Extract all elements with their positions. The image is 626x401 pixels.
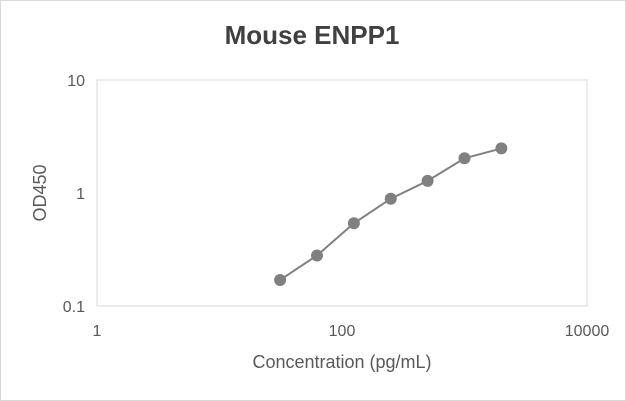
data-point [347,217,360,230]
data-point [274,273,287,286]
y-tick-label: 1 [76,186,85,203]
series-line [279,147,502,281]
x-axis-ticks: 1 100 10000 [93,323,610,340]
x-tick-label: 1 [93,323,102,340]
chart-title: Mouse ENPP1 [225,20,400,50]
data-point [458,152,471,165]
plot-area [96,79,588,307]
x-tick-label: 10000 [565,323,610,340]
y-axis-ticks: 0.1 1 10 [63,73,85,316]
y-tick-label: 10 [67,73,85,90]
data-point [495,142,508,155]
y-tick-label: 0.1 [63,299,85,316]
x-axis-label: Concentration (pg/mL) [252,352,431,372]
data-point [310,249,323,262]
x-tick-label: 100 [329,323,356,340]
y-axis-label: OD450 [30,164,50,221]
data-point [384,192,397,205]
data-point [421,174,434,187]
data-series [274,142,508,286]
